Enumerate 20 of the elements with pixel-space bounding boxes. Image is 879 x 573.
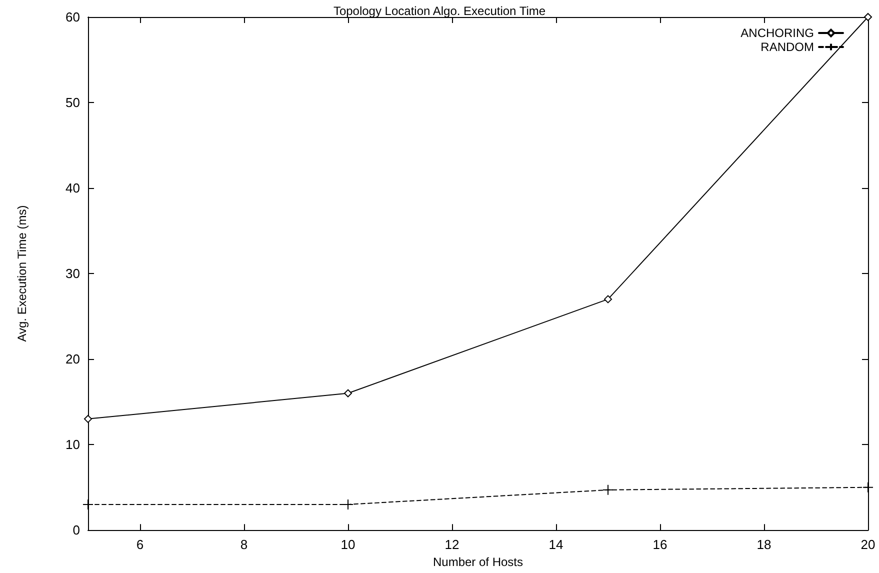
x-axis-title: Number of Hosts: [432, 555, 524, 569]
y-tick-label: 50: [66, 95, 80, 110]
x-tick-label: 6: [136, 537, 144, 552]
x-tick-label: 16: [652, 537, 668, 552]
x-tick-label: 10: [340, 537, 356, 552]
x-tick-label: 20: [860, 537, 876, 552]
y-tick-label: 40: [66, 180, 80, 196]
x-tick-label: 14: [548, 537, 564, 552]
y-tick-label: 0: [72, 522, 80, 538]
x-tick-label: 18: [756, 537, 772, 552]
legend-label: RANDOM: [760, 40, 814, 54]
chart-title: Topology Location Algo. Execution Time: [333, 4, 546, 18]
y-tick-label: 10: [66, 437, 80, 452]
y-tick-label: 30: [66, 266, 80, 282]
y-axis-title: Avg. Execution Time (ms): [15, 205, 29, 342]
y-tick-label: 20: [66, 352, 80, 367]
legend-label: ANCHORING: [740, 26, 814, 40]
y-tick-label: 60: [66, 10, 80, 24]
x-tick-label: 12: [444, 537, 460, 552]
x-tick-label: 8: [240, 537, 248, 552]
